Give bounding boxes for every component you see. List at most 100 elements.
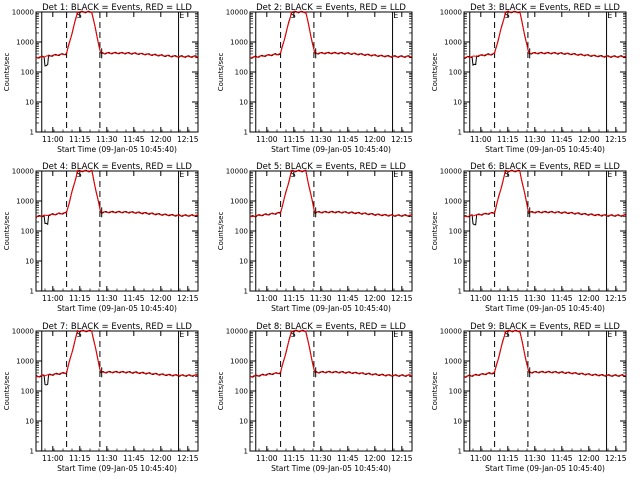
start-marker: S	[505, 330, 510, 339]
x-tick-label: 11:30	[310, 135, 332, 144]
start-marker: S	[77, 170, 82, 179]
y-tick-label: 1	[30, 129, 34, 137]
events-series	[249, 329, 413, 378]
detector-panel-4: Det 4: BLACK = Events, RED = LLD Counts/s…	[3, 162, 199, 313]
y-tick-label: 100	[21, 69, 34, 77]
start-marker: S	[291, 330, 296, 339]
x-axis-label: Start Time (09-Jan-05 10:45:40)	[57, 304, 177, 313]
y-tick-label: 100	[449, 228, 462, 236]
y-tick-label: 100	[449, 388, 462, 396]
end-marker: E	[393, 11, 398, 20]
y-tick-label: 10	[25, 418, 34, 426]
x-tick-label: 11:00	[470, 135, 492, 144]
x-tick-label: 12:00	[150, 135, 172, 144]
y-tick-label: 10000	[226, 9, 248, 17]
x-tick-label: 12:15	[605, 135, 627, 144]
events-series	[249, 10, 413, 59]
detector-panel-7: Det 7: BLACK = Events, RED = LLD Counts/s…	[3, 322, 199, 473]
y-tick-label: 10	[453, 258, 462, 266]
y-axis-label: Counts/sec	[3, 212, 11, 251]
x-tick-label: 11:15	[283, 454, 305, 463]
y-axis-label: Counts/sec	[217, 372, 225, 411]
x-tick-label: 11:45	[551, 135, 573, 144]
panel-title: Det 2: BLACK = Events, RED = LLD	[256, 3, 406, 13]
x-tick-label: 11:45	[123, 294, 145, 303]
y-tick-label: 10000	[440, 168, 462, 176]
x-axis-label: Start Time (09-Jan-05 10:45:40)	[57, 145, 177, 154]
end-marker: E	[393, 170, 398, 179]
y-tick-label: 10	[239, 418, 248, 426]
y-tick-label: 1	[30, 448, 34, 456]
x-tick-label: 11:45	[551, 294, 573, 303]
y-tick-label: 100	[235, 388, 248, 396]
y-tick-label: 1	[244, 288, 248, 296]
y-tick-label: 10000	[226, 328, 248, 336]
y-tick-label: 100	[235, 228, 248, 236]
x-tick-label: 11:00	[42, 294, 64, 303]
lld-series	[463, 11, 627, 59]
plot-frame	[35, 11, 199, 133]
start-marker: S	[77, 330, 82, 339]
start-marker: S	[505, 170, 510, 179]
x-tick-label: 11:00	[42, 135, 64, 144]
plot-frame	[249, 170, 413, 292]
y-tick-label: 1	[458, 288, 462, 296]
x-tick-label: 11:15	[69, 135, 91, 144]
y-tick-label: 10000	[12, 328, 34, 336]
x-axis-label: Start Time (09-Jan-05 10:45:40)	[485, 304, 605, 313]
y-tick-label: 10000	[226, 168, 248, 176]
y-tick-label: 1	[244, 129, 248, 137]
x-tick-label: 12:15	[391, 454, 413, 463]
y-axis-label: Counts/sec	[217, 212, 225, 251]
detector-panel-8: Det 8: BLACK = Events, RED = LLD Counts/s…	[217, 322, 413, 473]
y-tick-label: 1	[244, 448, 248, 456]
y-tick-label: 1000	[444, 39, 462, 47]
x-tick-label: 12:00	[150, 294, 172, 303]
panel-title: Det 3: BLACK = Events, RED = LLD	[470, 3, 620, 13]
y-tick-label: 1000	[16, 358, 34, 366]
detector-panel-1: Det 1: BLACK = Events, RED = LLD Counts/s…	[3, 3, 199, 154]
y-tick-label: 100	[449, 69, 462, 77]
y-tick-label: 1000	[444, 198, 462, 206]
panel-title: Det 5: BLACK = Events, RED = LLD	[256, 162, 406, 172]
detector-panel-2: Det 2: BLACK = Events, RED = LLD Counts/s…	[217, 3, 413, 154]
events-series	[36, 329, 199, 386]
start-marker: S	[77, 11, 82, 20]
panel-title: Det 9: BLACK = Events, RED = LLD	[470, 322, 620, 332]
x-tick-label: 12:15	[177, 294, 199, 303]
x-axis-label: Start Time (09-Jan-05 10:45:40)	[271, 464, 391, 473]
y-tick-label: 1	[30, 288, 34, 296]
x-tick-label: 11:30	[524, 454, 546, 463]
y-tick-label: 1	[458, 448, 462, 456]
x-tick-label: 11:15	[283, 294, 305, 303]
x-tick-label: 11:45	[337, 294, 359, 303]
y-axis-label: Counts/sec	[3, 53, 11, 92]
panel-title: Det 8: BLACK = Events, RED = LLD	[256, 322, 406, 332]
events-series	[35, 10, 199, 67]
plot-frame	[463, 170, 627, 292]
x-tick-label: 12:00	[364, 294, 386, 303]
end-marker: E	[179, 11, 184, 20]
x-tick-label: 11:15	[69, 294, 91, 303]
plot-frame	[249, 330, 413, 452]
y-axis-label: Counts/sec	[3, 372, 11, 411]
y-tick-label: 10000	[440, 9, 462, 17]
x-axis-label: Start Time (09-Jan-05 10:45:40)	[485, 464, 605, 473]
x-tick-label: 12:15	[391, 294, 413, 303]
lld-series	[35, 330, 199, 378]
y-axis-label: Counts/sec	[431, 53, 439, 92]
detector-panel-5: Det 5: BLACK = Events, RED = LLD Counts/s…	[217, 162, 413, 313]
y-tick-label: 10000	[12, 9, 34, 17]
start-marker: S	[505, 11, 510, 20]
y-tick-label: 10	[239, 258, 248, 266]
panel-title: Det 7: BLACK = Events, RED = LLD	[42, 322, 192, 332]
y-tick-label: 1	[458, 129, 462, 137]
x-tick-label: 11:00	[256, 294, 278, 303]
x-tick-label: 12:15	[177, 135, 199, 144]
x-tick-label: 11:15	[69, 454, 91, 463]
x-tick-label: 11:45	[123, 454, 145, 463]
y-tick-label: 10	[453, 99, 462, 107]
x-tick-label: 12:15	[605, 294, 627, 303]
lld-series	[463, 330, 627, 378]
